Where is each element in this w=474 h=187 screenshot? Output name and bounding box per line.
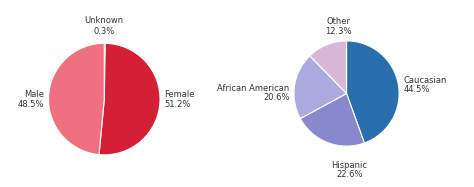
Text: 48.5%: 48.5%: [18, 100, 44, 109]
Text: Caucasian: Caucasian: [403, 76, 447, 85]
Wedge shape: [99, 43, 160, 155]
Text: Other: Other: [327, 17, 351, 26]
Text: 22.6%: 22.6%: [336, 170, 363, 179]
Text: African American: African American: [218, 84, 290, 93]
Wedge shape: [310, 41, 346, 94]
Wedge shape: [48, 43, 104, 155]
Wedge shape: [104, 43, 105, 99]
Text: 51.2%: 51.2%: [164, 100, 191, 109]
Text: 44.5%: 44.5%: [403, 85, 430, 94]
Text: 20.6%: 20.6%: [263, 93, 290, 102]
Text: Male: Male: [24, 90, 44, 99]
Text: Female: Female: [164, 90, 195, 99]
Text: Hispanic: Hispanic: [331, 161, 367, 170]
Wedge shape: [301, 94, 365, 146]
Text: Unknown: Unknown: [85, 16, 124, 25]
Wedge shape: [346, 41, 399, 143]
Wedge shape: [294, 56, 346, 119]
Text: 0.3%: 0.3%: [94, 27, 115, 36]
Text: 12.3%: 12.3%: [325, 27, 352, 36]
